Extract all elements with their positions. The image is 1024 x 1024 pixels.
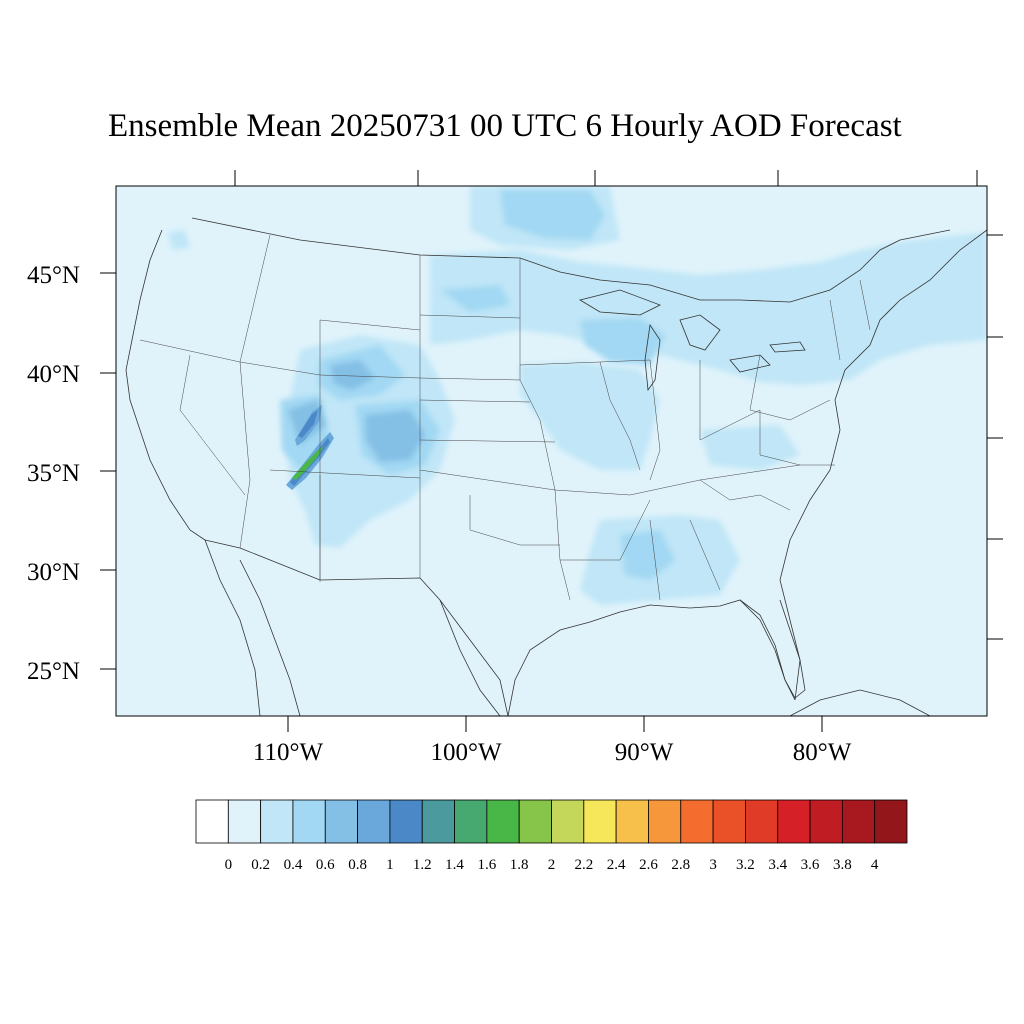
lon-label-110: 110°W <box>253 739 324 766</box>
map-panel <box>115 185 988 717</box>
colorbar-label: 3.6 <box>801 857 820 873</box>
colorbar-swatch <box>357 799 391 844</box>
aod-field <box>168 186 987 605</box>
colorbar-swatch <box>421 799 455 844</box>
colorbar-label: 1.8 <box>510 857 529 873</box>
colorbar-label: 4 <box>871 857 879 873</box>
colorbar-label: 0.4 <box>284 857 303 873</box>
colorbar-label: 0.2 <box>251 857 270 873</box>
colorbar-label: 2.4 <box>607 857 626 873</box>
colorbar: 0 0.2 0.4 0.6 0.8 1 1.2 1.4 1.6 1.8 2 2.2 2.4 2.6 2.8 3… <box>195 799 908 873</box>
colorbar-swatch <box>874 799 908 844</box>
colorbar-swatch <box>712 799 746 844</box>
colorbar-label: 1.2 <box>413 857 432 873</box>
colorbar-label: 0.8 <box>348 857 367 873</box>
colorbar-swatch <box>260 799 294 844</box>
colorbar-label: 1.4 <box>445 857 464 873</box>
colorbar-swatch <box>324 799 358 844</box>
canada-border <box>191 217 951 303</box>
colorbar-swatch <box>777 799 811 844</box>
axis-ticks <box>100 170 1003 732</box>
colorbar-swatch <box>292 799 326 844</box>
colorbar-label: 1.6 <box>477 857 496 873</box>
colorbar-label: 3.4 <box>768 857 787 873</box>
colorbar-label: 0.6 <box>316 857 335 873</box>
latitude-labels: 45°N 40°N 35°N 30°N 25°N <box>27 262 80 685</box>
colorbar-swatch <box>745 799 779 844</box>
lat-label-40: 40°N <box>27 361 80 388</box>
colorbar-label: 0 <box>225 857 233 873</box>
west-coast <box>125 229 206 541</box>
colorbar-swatch <box>227 799 262 844</box>
longitude-labels: 110°W 100°W 90°W 80°W <box>253 739 852 766</box>
colorbar-label: 2.8 <box>671 857 690 873</box>
map-title: Ensemble Mean 20250731 00 UTC 6 Hourly A… <box>108 108 998 152</box>
colorbar-swatch <box>518 799 552 844</box>
gulf-coast <box>507 599 796 716</box>
aod-level-0-2 <box>168 186 987 605</box>
colorbar-swatch <box>551 799 585 844</box>
lat-label-25: 25°N <box>27 658 80 685</box>
colorbar-swatch <box>615 799 649 844</box>
map-title-text: Ensemble Mean 20250731 00 UTC 6 Hourly A… <box>108 108 902 144</box>
colorbar-swatch <box>648 799 682 844</box>
lon-label-90: 90°W <box>615 739 674 766</box>
colorbar-label: 3 <box>709 857 717 873</box>
lat-label-45: 45°N <box>27 262 80 289</box>
baja-coast <box>204 539 261 716</box>
colorbar-label: 2.2 <box>574 857 593 873</box>
colorbar-swatch <box>486 799 520 844</box>
colorbar-swatch <box>583 799 617 844</box>
colorbar-swatch <box>195 799 229 844</box>
lat-label-35: 35°N <box>27 460 80 487</box>
colorbar-label: 3.2 <box>736 857 755 873</box>
colorbar-label: 2.6 <box>639 857 658 873</box>
great-lakes <box>578 289 661 316</box>
colorbar-label: 1 <box>386 857 394 873</box>
colorbar-swatch <box>841 799 876 844</box>
lon-label-100: 100°W <box>430 739 501 766</box>
mexico-border <box>204 539 509 716</box>
colorbar-swatch <box>680 799 714 844</box>
colorbar-swatch <box>389 799 423 844</box>
colorbar-swatch <box>809 799 843 844</box>
east-coast <box>779 229 987 701</box>
lat-label-30: 30°N <box>27 559 80 586</box>
colorbar-swatch <box>454 799 488 844</box>
colorbar-label: 2 <box>548 857 556 873</box>
map-frame <box>115 185 988 717</box>
lon-label-80: 80°W <box>793 739 852 766</box>
colorbar-label: 3.8 <box>833 857 852 873</box>
boundaries <box>125 217 987 716</box>
state-lines <box>139 234 871 601</box>
